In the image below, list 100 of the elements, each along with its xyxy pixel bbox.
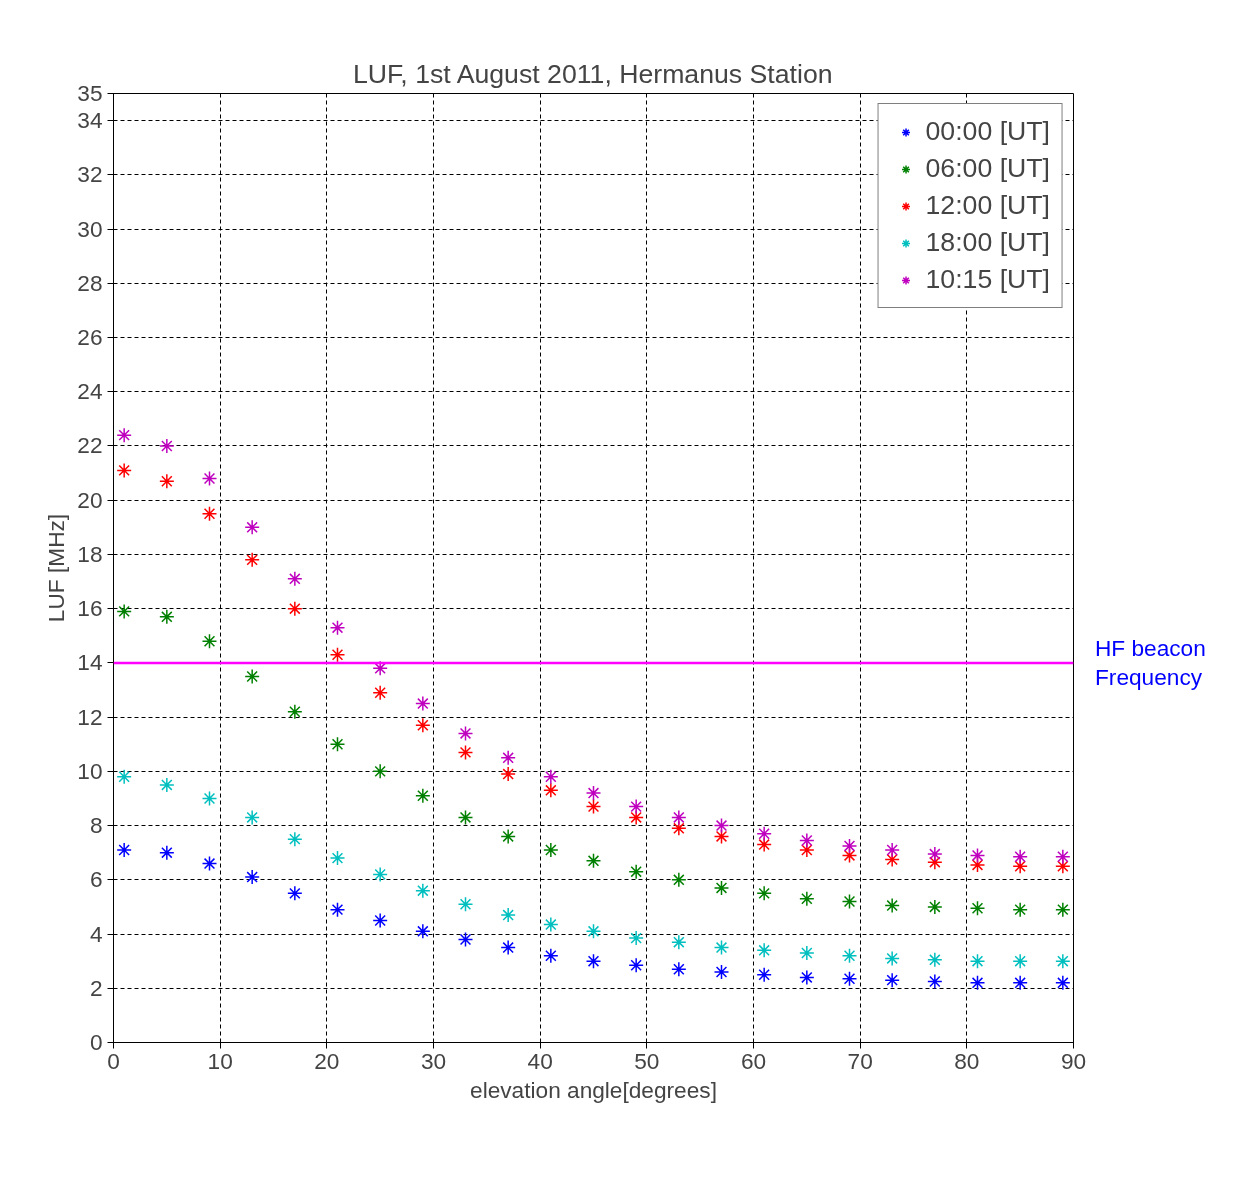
point <box>969 857 986 873</box>
point <box>201 633 218 649</box>
point <box>927 899 943 915</box>
y-tick-label: 12 <box>77 703 103 730</box>
point <box>671 809 687 826</box>
y-tick-label: 0 <box>89 1029 103 1055</box>
ref-line-label: HF beacon Frequency <box>1095 634 1206 693</box>
point <box>585 953 602 969</box>
y-tick-label: 8 <box>89 812 103 839</box>
point <box>415 717 431 734</box>
x-tick-label: 70 <box>847 1047 873 1074</box>
point <box>841 947 858 964</box>
y-tick-label: 35 <box>77 80 103 106</box>
point <box>116 769 132 785</box>
point <box>201 790 218 807</box>
point <box>543 916 559 933</box>
point <box>457 725 474 742</box>
point <box>927 854 943 870</box>
point <box>543 782 559 799</box>
x-tick-label: 20 <box>314 1047 340 1074</box>
point <box>1012 975 1028 991</box>
y-tick-label: 18 <box>77 540 103 567</box>
legend-label: 06:00 [UT] <box>925 153 1050 184</box>
point <box>969 953 986 969</box>
x-tick-label: 30 <box>420 1047 447 1074</box>
y-axis-title: LUF [MHz] <box>43 513 70 623</box>
point <box>329 647 346 663</box>
point <box>756 966 772 983</box>
point <box>841 971 858 987</box>
point <box>713 880 730 896</box>
point <box>1055 953 1071 969</box>
y-tick-label: 34 <box>77 107 103 134</box>
point <box>372 866 388 883</box>
point <box>457 931 474 948</box>
point <box>884 950 900 967</box>
point <box>287 831 303 847</box>
point <box>585 798 602 815</box>
point <box>116 842 132 858</box>
point <box>329 901 346 918</box>
chart-title: LUF, 1st August 2011, Hermanus Station <box>352 58 833 89</box>
x-tick-label: 80 <box>954 1047 980 1074</box>
point <box>671 820 687 837</box>
point <box>116 603 132 620</box>
point <box>159 473 175 489</box>
point <box>799 945 815 961</box>
point <box>671 961 687 978</box>
point <box>372 684 388 701</box>
point <box>116 427 132 443</box>
point <box>841 893 858 910</box>
point <box>415 923 431 940</box>
x-tick-label: 50 <box>634 1047 660 1074</box>
point <box>287 600 303 617</box>
y-tick-label: 32 <box>77 161 103 188</box>
point <box>543 842 559 858</box>
point <box>799 891 815 907</box>
point <box>884 972 900 988</box>
point <box>585 923 602 940</box>
point <box>1012 901 1028 918</box>
point <box>628 930 644 946</box>
point <box>415 882 431 899</box>
point <box>628 798 644 815</box>
point <box>244 519 260 536</box>
point <box>244 668 260 685</box>
point <box>799 842 815 858</box>
point <box>287 703 303 720</box>
point <box>628 809 644 826</box>
point <box>671 934 687 950</box>
point <box>159 438 175 454</box>
point <box>415 788 431 804</box>
y-tick-label: 10 <box>77 757 103 784</box>
point <box>500 828 516 845</box>
point <box>969 847 986 864</box>
point <box>457 744 474 761</box>
y-tick-label: 14 <box>77 649 103 676</box>
point <box>159 844 175 861</box>
x-tick-label: 0 <box>107 1047 120 1074</box>
point <box>1055 975 1071 991</box>
point <box>585 785 602 801</box>
point <box>713 964 730 980</box>
point <box>969 900 986 917</box>
point <box>329 619 346 636</box>
point <box>927 952 943 968</box>
point <box>756 885 772 902</box>
y-tick-label: 6 <box>89 866 103 893</box>
point <box>713 939 730 956</box>
y-tick-label: 28 <box>77 269 103 296</box>
point <box>628 957 644 973</box>
point <box>543 769 559 785</box>
point <box>201 506 218 522</box>
point <box>1055 901 1071 918</box>
x-tick-label: 60 <box>740 1047 767 1074</box>
y-tick-label: 2 <box>89 974 103 1001</box>
point <box>1055 849 1071 865</box>
point <box>500 766 516 782</box>
x-tick-label: 10 <box>207 1047 233 1074</box>
point <box>628 863 644 880</box>
point <box>799 969 815 986</box>
point <box>244 552 260 568</box>
y-tick-label: 4 <box>89 920 103 947</box>
point <box>585 853 602 869</box>
